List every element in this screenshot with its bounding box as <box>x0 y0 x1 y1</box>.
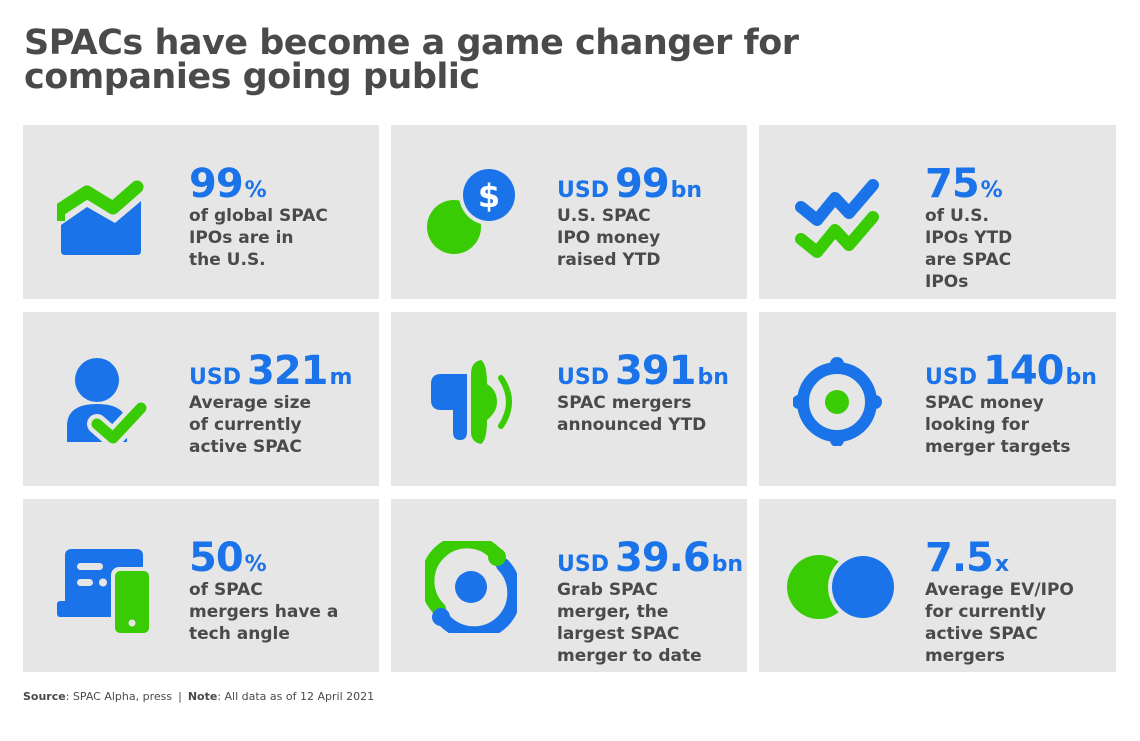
stat-value: 7.5x <box>925 535 1010 581</box>
stat-description: U.S. SPAC IPO money raised YTD <box>557 206 661 270</box>
area-chart-icon <box>57 167 149 259</box>
stat-description: SPAC money looking for merger targets <box>925 393 1071 457</box>
stat-description: Average size of currently active SPAC <box>189 393 312 457</box>
source-text: : SPAC Alpha, press <box>65 690 173 703</box>
stat-value: USD 321m <box>189 348 353 394</box>
stat-description: of U.S. IPOs YTD are SPAC IPOs <box>925 206 1013 292</box>
svg-text:$: $ <box>478 177 500 215</box>
target-icon <box>793 354 885 446</box>
stat-value: USD 140bn <box>925 348 1097 394</box>
stat-value: USD 39.6bn <box>557 535 744 581</box>
stat-value: 99% <box>189 161 267 207</box>
note-label: Note <box>187 690 218 703</box>
double-trend-icon <box>793 167 885 259</box>
note-text: : All data as of 12 April 2021 <box>217 690 375 703</box>
stat-card-grab-merger: USD 39.6bn Grab SPAC merger, the largest … <box>391 499 747 672</box>
stat-card-spac-money-targets: USD 140bn SPAC money looking for merger t… <box>759 312 1116 486</box>
dollar-coins-icon: $ <box>425 167 517 259</box>
stat-description: SPAC mergers announced YTD <box>557 393 707 435</box>
user-check-icon <box>57 354 149 446</box>
stat-card-us-ipos-spac: 75% of U.S. IPOs YTD are SPAC IPOs <box>759 125 1116 299</box>
megaphone-icon <box>425 354 517 446</box>
stat-card-spac-mergers-announced: USD 391bn SPAC mergers announced YTD <box>391 312 747 486</box>
stat-value: USD 391bn <box>557 348 729 394</box>
stat-description: of SPAC mergers have a tech angle <box>189 580 339 644</box>
stat-card-average-ev-ipo: 7.5x Average EV/IPO for currently active… <box>759 499 1116 672</box>
page-title: SPACs have become a game changer for com… <box>24 23 799 97</box>
venn-icon <box>787 541 899 633</box>
footer-separator: | <box>178 690 182 703</box>
stat-card-tech-angle: 50% of SPAC mergers have a tech angle <box>23 499 379 672</box>
stat-card-global-spac-ipos: 99% of global SPAC IPOs are in the U.S. <box>23 125 379 299</box>
stat-description: Grab SPAC merger, the largest SPAC merge… <box>557 580 702 666</box>
stats-grid: 99% of global SPAC IPOs are in the U.S. … <box>23 125 1116 672</box>
stat-description: of global SPAC IPOs are in the U.S. <box>189 206 328 270</box>
footer-note: Source: SPAC Alpha, press | Note: All data… <box>23 690 374 703</box>
stat-value: 75% <box>925 161 1003 207</box>
devices-icon <box>57 541 149 633</box>
cycle-icon <box>425 541 517 633</box>
source-label: Source <box>23 690 66 703</box>
stat-card-us-spac-ipo-money: $ USD 99bn U.S. SPAC IPO money raised YTD <box>391 125 747 299</box>
stat-value: 50% <box>189 535 267 581</box>
stat-description: Average EV/IPO for currently active SPAC… <box>925 580 1074 666</box>
stat-value: USD 99bn <box>557 161 703 207</box>
stat-card-average-spac-size: USD 321m Average size of currently active… <box>23 312 379 486</box>
